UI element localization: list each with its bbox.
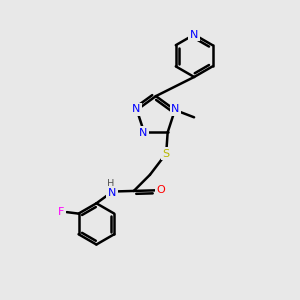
Text: O: O — [157, 185, 165, 195]
Text: N: N — [139, 128, 148, 138]
Text: F: F — [58, 207, 65, 217]
Text: N: N — [171, 104, 180, 114]
Text: S: S — [163, 148, 170, 158]
Text: N: N — [132, 104, 140, 114]
Text: N: N — [190, 30, 198, 40]
Text: N: N — [108, 188, 116, 198]
Text: H: H — [107, 178, 115, 189]
